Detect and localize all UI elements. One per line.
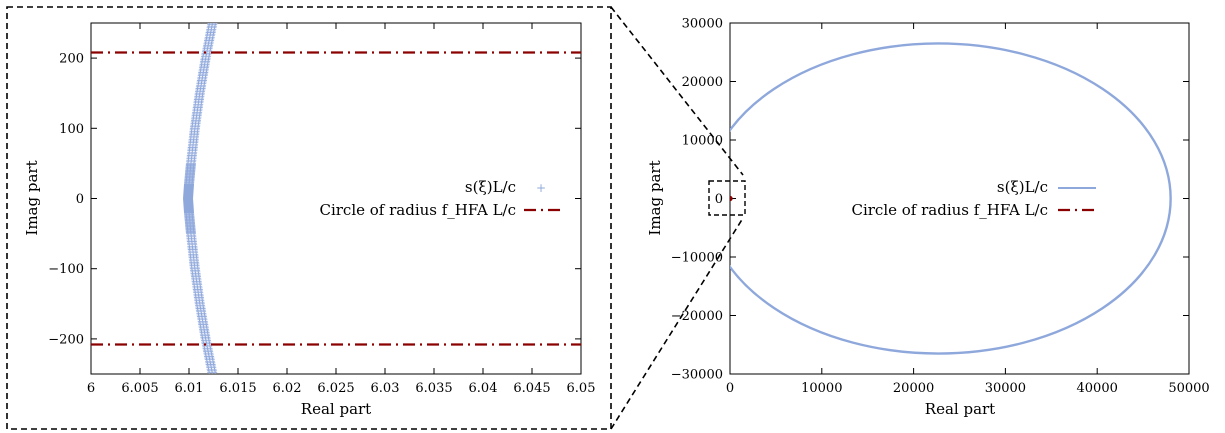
zoom-x-tick-label: 6.04 [469, 381, 498, 396]
zoom-y-tick-label: 200 [59, 52, 84, 67]
zoom-series-points [183, 23, 218, 374]
zoom-x-tick-label: 6.035 [415, 381, 452, 396]
zoom-x-tick-label: 6.015 [219, 381, 256, 396]
full-x-tick-label: 20000 [893, 381, 934, 396]
full-circle-marker [730, 195, 733, 202]
full-legend-label-circle: Circle of radius f_HFA L/c [851, 201, 1048, 219]
full-x-tick-label: 40000 [1077, 381, 1118, 396]
zoom-ticks: 6 6.005 6.01 6.015 6.02 6.025 6.03 6.035 6.04 6.0… [48, 23, 595, 396]
full-y-tick-label: 0 [715, 192, 723, 207]
zoom-x-tick-label: 6.02 [273, 381, 302, 396]
zoom-frame [6, 6, 612, 430]
zoom-plot-frame [90, 22, 582, 375]
full-y-axis-label: Imag part [646, 160, 664, 235]
full-y-tick-label: −10000 [671, 251, 723, 266]
zoom-x-tick-label: 6.005 [121, 381, 158, 396]
full-y-tick-label: −30000 [671, 368, 723, 383]
zoom-legend-swatch-points: + [536, 181, 546, 195]
full-plot-area [730, 42, 1172, 355]
zoom-y-tick-label: −100 [48, 262, 84, 277]
zoom-legend-label-circle: Circle of radius f_HFA L/c [319, 201, 516, 219]
zoom-region-box [708, 180, 746, 216]
zoom-y-tick-label: 100 [59, 122, 84, 137]
zoom-y-tick-label: −200 [48, 332, 84, 347]
zoom-plot-area [91, 23, 581, 374]
zoom-panel: 6 6.005 6.01 6.015 6.02 6.025 6.03 6.035 6.04 6.0… [23, 22, 595, 418]
zoom-y-axis-label: Imag part [23, 160, 41, 235]
full-legend: s(ξ)L/c Circle of radius f_HFA L/c [851, 178, 1096, 219]
full-x-tick-label: 50000 [1168, 381, 1209, 396]
full-panel: 0 10000 20000 30000 40000 50000 30000 20000 1000… [646, 17, 1210, 419]
zoom-x-tick-label: 6.025 [317, 381, 354, 396]
full-ticks: 0 10000 20000 30000 40000 50000 30000 20000 1000… [671, 17, 1210, 397]
zoom-legend: s(ξ)L/c + Circle of radius f_HFA L/c [319, 178, 560, 219]
full-legend-label-series: s(ξ)L/c [997, 178, 1048, 196]
zoom-x-tick-label: 6.045 [513, 381, 550, 396]
full-x-tick-label: 30000 [985, 381, 1026, 396]
full-x-tick-label: 0 [726, 381, 734, 396]
zoom-x-tick-label: 6 [87, 381, 95, 396]
zoom-x-axis-label: Real part [301, 400, 371, 418]
zoom-x-tick-label: 6.03 [371, 381, 400, 396]
zoom-x-tick-label: 6.01 [175, 381, 204, 396]
zoom-y-tick-label: 0 [76, 192, 84, 207]
zoom-legend-label-series: s(ξ)L/c [465, 178, 516, 196]
full-y-tick-label: 20000 [682, 75, 723, 90]
full-series-curve [730, 42, 1172, 355]
full-y-tick-label: 10000 [682, 134, 723, 149]
full-x-tick-label: 10000 [801, 381, 842, 396]
zoom-x-tick-label: 6.05 [567, 381, 596, 396]
full-y-tick-label: 30000 [682, 17, 723, 32]
zoom-connector-top [610, 6, 744, 176]
full-x-axis-label: Real part [925, 400, 995, 418]
zoom-connector-bottom [610, 217, 744, 430]
full-y-tick-label: −20000 [671, 309, 723, 324]
